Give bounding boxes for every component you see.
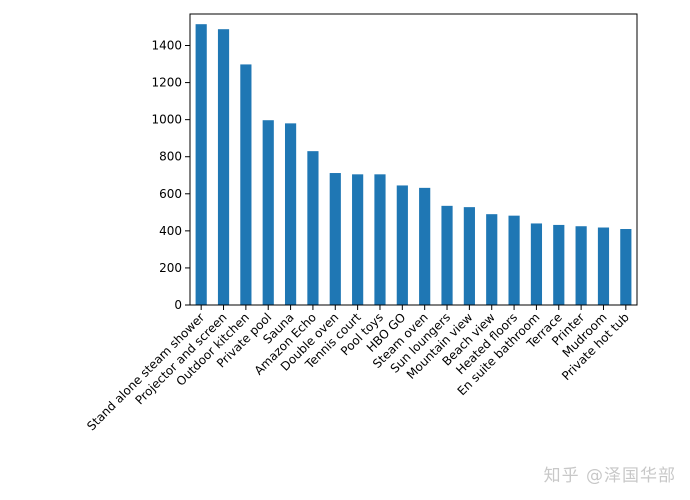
bar-0: [195, 24, 207, 305]
bar-6: [329, 173, 341, 305]
bar-15: [530, 223, 543, 305]
bar-12: [463, 207, 475, 305]
watermark: 知乎 @泽国华部: [543, 466, 676, 486]
bar-2: [240, 64, 252, 305]
bar-17: [575, 226, 587, 305]
y-tick-label-6: 1200: [151, 76, 182, 90]
y-tick-label-1: 200: [159, 261, 182, 275]
bar-7: [352, 174, 364, 305]
y-tick-label-7: 1400: [151, 39, 182, 53]
bar-4: [284, 123, 297, 305]
bar-14: [508, 215, 520, 305]
bar-16: [553, 224, 565, 305]
y-tick-label-5: 1000: [151, 113, 182, 127]
y-tick-label-4: 800: [159, 150, 182, 164]
bar-13: [486, 214, 498, 305]
bar-9: [396, 185, 408, 305]
bars-group: [195, 24, 632, 306]
y-axis: 0 200 400 600 800 1000 1200 1400: [151, 39, 190, 312]
bar-18: [597, 227, 610, 305]
bar-11: [441, 205, 453, 305]
y-tick-label-3: 600: [159, 187, 182, 201]
bar-8: [374, 174, 386, 305]
bar-3: [262, 120, 274, 306]
bar-19: [620, 229, 632, 305]
bar-1: [217, 29, 230, 305]
y-tick-label-0: 0: [174, 298, 182, 312]
bar-10: [419, 187, 431, 305]
y-tick-label-2: 400: [159, 224, 182, 238]
bar-5: [307, 151, 319, 305]
plot-frame: [189, 13, 638, 306]
